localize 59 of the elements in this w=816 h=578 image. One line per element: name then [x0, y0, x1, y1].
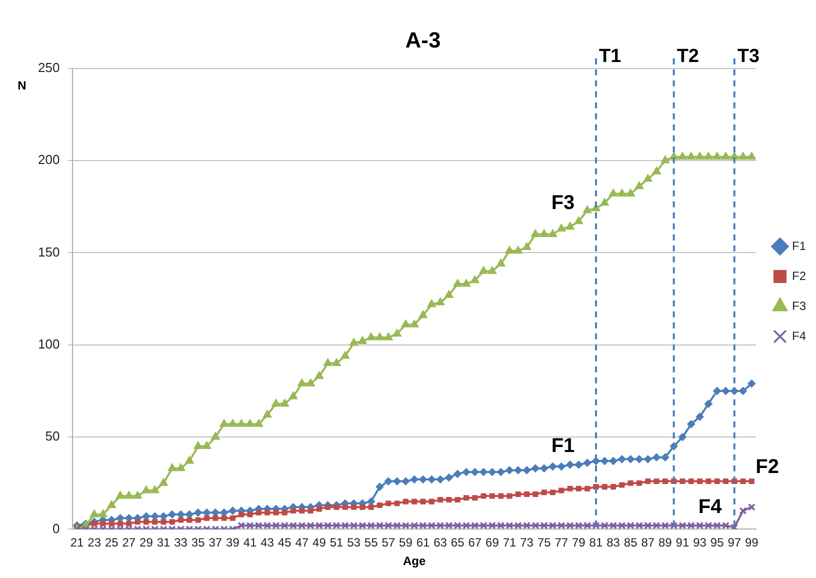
legend-label: F2 — [792, 268, 806, 283]
x-tick-label: 95 — [710, 536, 724, 550]
x-tick-label: 93 — [693, 536, 707, 550]
x-tick-label: 35 — [191, 536, 206, 550]
x-tick-label: 81 — [589, 536, 603, 550]
x-tick-label: 99 — [744, 536, 759, 550]
x-tick-label: 39 — [226, 536, 240, 550]
ref-line-label: T3 — [737, 46, 760, 68]
x-tick-label: 33 — [174, 536, 188, 550]
x-tick-label: 47 — [295, 536, 309, 550]
legend-label: F3 — [792, 298, 806, 313]
x-axis-title: Age — [403, 554, 426, 568]
annotation: F3 — [551, 192, 575, 214]
legend-label: F1 — [792, 238, 806, 253]
x-tick-label: 45 — [278, 536, 292, 550]
y-axis-title: N — [18, 78, 26, 93]
x-tick-label: 29 — [140, 536, 154, 550]
x-tick-label: 27 — [122, 536, 136, 550]
x-tick-label: 77 — [554, 536, 568, 550]
x-tick-label: 67 — [468, 536, 482, 550]
chart-title: A-3 — [405, 27, 441, 52]
x-tick-label: 63 — [434, 536, 448, 550]
x-tick-label: 51 — [330, 536, 344, 550]
x-tick-label: 57 — [382, 536, 396, 550]
x-tick-label: 75 — [537, 536, 552, 550]
x-tick-label: 37 — [208, 536, 222, 550]
y-tick-label: 200 — [38, 152, 60, 168]
y-tick-label: 0 — [52, 520, 60, 536]
x-tick-label: 53 — [347, 536, 361, 550]
x-tick-label: 87 — [641, 536, 655, 550]
annotation: F1 — [551, 435, 575, 458]
x-tick-label: 55 — [364, 536, 378, 550]
legend-label: F4 — [792, 328, 806, 343]
x-tick-label: 49 — [312, 536, 326, 550]
ref-line-label: T2 — [676, 46, 700, 68]
x-tick-label: 43 — [260, 536, 274, 550]
x-tick-label: 59 — [399, 536, 413, 550]
x-tick-label: 65 — [450, 536, 465, 550]
x-tick-label: 91 — [676, 536, 690, 550]
y-tick-label: 250 — [38, 60, 60, 75]
x-tick-label: 85 — [624, 536, 638, 550]
x-tick-label: 25 — [104, 536, 119, 550]
x-tick-label: 61 — [416, 536, 430, 550]
x-tick-label: 41 — [243, 536, 257, 550]
y-tick-label: 50 — [45, 428, 60, 444]
x-tick-label: 69 — [486, 536, 500, 550]
x-tick-label: 83 — [606, 536, 620, 550]
x-tick-label: 79 — [572, 536, 586, 550]
x-tick-label: 89 — [658, 536, 672, 550]
annotation: F2 — [756, 456, 780, 478]
y-tick-label: 100 — [38, 336, 60, 352]
x-tick-label: 21 — [70, 536, 84, 550]
x-tick-label: 97 — [728, 536, 742, 550]
ref-line-label: T1 — [598, 46, 622, 68]
x-tick-label: 73 — [520, 536, 534, 550]
y-tick-label: 150 — [38, 244, 60, 260]
x-tick-label: 71 — [502, 536, 516, 550]
x-tick-label: 23 — [88, 536, 102, 550]
x-tick-label: 31 — [156, 536, 171, 550]
